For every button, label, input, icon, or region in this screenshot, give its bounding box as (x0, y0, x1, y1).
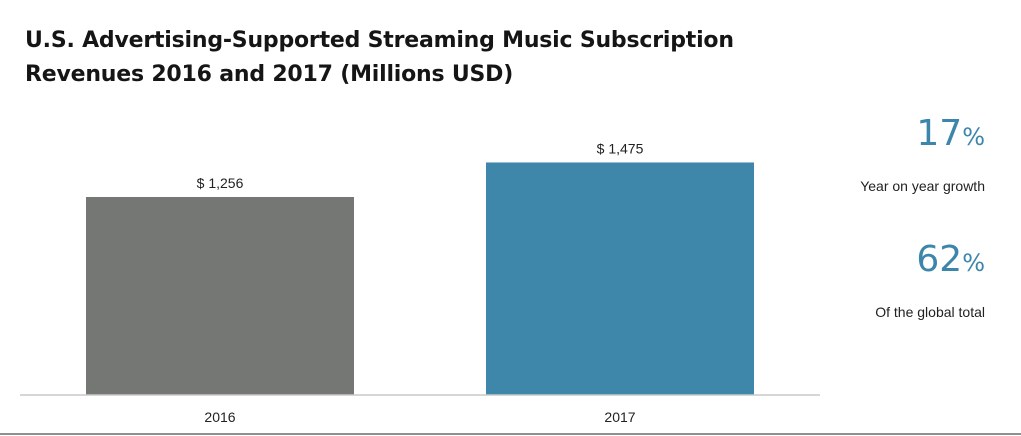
growth-stat-label: Year on year growth (860, 178, 985, 194)
global-share-stat-unit: % (962, 249, 985, 277)
bars-layer: $ 1,256 2016 $ 1,475 2017 (86, 140, 754, 425)
bar-2016 (86, 196, 354, 395)
global-share-stat-number: 62 (916, 239, 963, 280)
chart-title: U.S. Advertising-Supported Streaming Mus… (25, 24, 734, 92)
growth-stat-unit: % (962, 123, 985, 151)
chart-title-line-2: Revenues 2016 and 2017 (Millions USD) (25, 62, 514, 87)
data-label-2016: $ 1,256 (197, 175, 244, 191)
growth-stat-value: 17% (916, 114, 985, 157)
x-tick-label-2017: 2017 (604, 409, 635, 425)
chart-title-line-1: U.S. Advertising-Supported Streaming Mus… (25, 28, 734, 53)
bar-2017 (486, 162, 754, 395)
global-share-stat-value: 62% (916, 240, 985, 283)
x-tick-label-2016: 2016 (204, 409, 235, 425)
data-label-2017: $ 1,475 (597, 140, 644, 156)
growth-stat-number: 17 (916, 113, 963, 154)
global-share-stat-label: Of the global total (875, 304, 985, 320)
